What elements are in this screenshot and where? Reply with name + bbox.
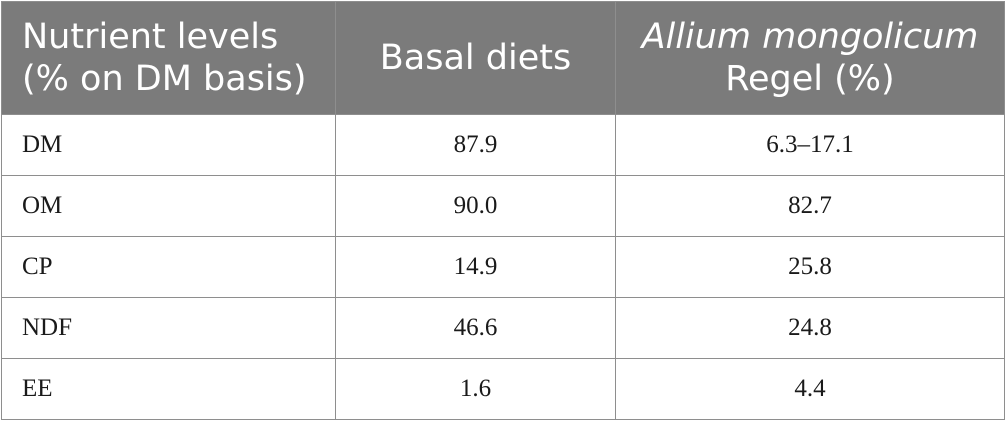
row-ndf-nutrient: NDF bbox=[1, 297, 336, 359]
row-dm-basal: 87.9 bbox=[335, 114, 616, 176]
row-om-nutrient: OM bbox=[1, 175, 336, 237]
row-cp-basal: 14.9 bbox=[335, 236, 616, 298]
nutrient-table: Nutrient levels (% on DM basis) Basal di… bbox=[1, 1, 1005, 420]
header-row: Nutrient levels (% on DM basis) Basal di… bbox=[1, 1, 1005, 115]
table-row: OM 90.0 82.7 bbox=[1, 175, 1005, 237]
row-ndf-allium: 24.8 bbox=[615, 297, 1005, 359]
header-allium-mongolicum: Allium mongolicum Regel (%) bbox=[615, 1, 1005, 115]
row-dm-nutrient: DM bbox=[1, 114, 336, 176]
header-basal-diets: Basal diets bbox=[335, 1, 616, 115]
row-cp-allium: 25.8 bbox=[615, 236, 1005, 298]
row-ee-basal: 1.6 bbox=[335, 358, 616, 420]
table-row: NDF 46.6 24.8 bbox=[1, 297, 1005, 359]
header-nutrient-levels: Nutrient levels (% on DM basis) bbox=[1, 1, 336, 115]
row-dm-allium: 6.3–17.1 bbox=[615, 114, 1005, 176]
table-header: Nutrient levels (% on DM basis) Basal di… bbox=[1, 1, 1005, 115]
table-row: EE 1.6 4.4 bbox=[1, 358, 1005, 420]
header-nutrient-levels-line1: Nutrient levels bbox=[22, 17, 279, 57]
row-om-basal: 90.0 bbox=[335, 175, 616, 237]
header-allium-species-name: Allium mongolicum bbox=[641, 17, 979, 57]
header-allium-line2: Regel (%) bbox=[725, 59, 895, 99]
row-ee-nutrient: EE bbox=[1, 358, 336, 420]
row-ndf-basal: 46.6 bbox=[335, 297, 616, 359]
table-row: CP 14.9 25.8 bbox=[1, 236, 1005, 298]
header-nutrient-levels-line2: (% on DM basis) bbox=[22, 59, 307, 99]
table-body: DM 87.9 6.3–17.1 OM 90.0 82.7 CP 14.9 25… bbox=[1, 114, 1005, 420]
row-cp-nutrient: CP bbox=[1, 236, 336, 298]
row-ee-allium: 4.4 bbox=[615, 358, 1005, 420]
header-basal-diets-label: Basal diets bbox=[379, 38, 572, 78]
row-om-allium: 82.7 bbox=[615, 175, 1005, 237]
table-row: DM 87.9 6.3–17.1 bbox=[1, 114, 1005, 176]
